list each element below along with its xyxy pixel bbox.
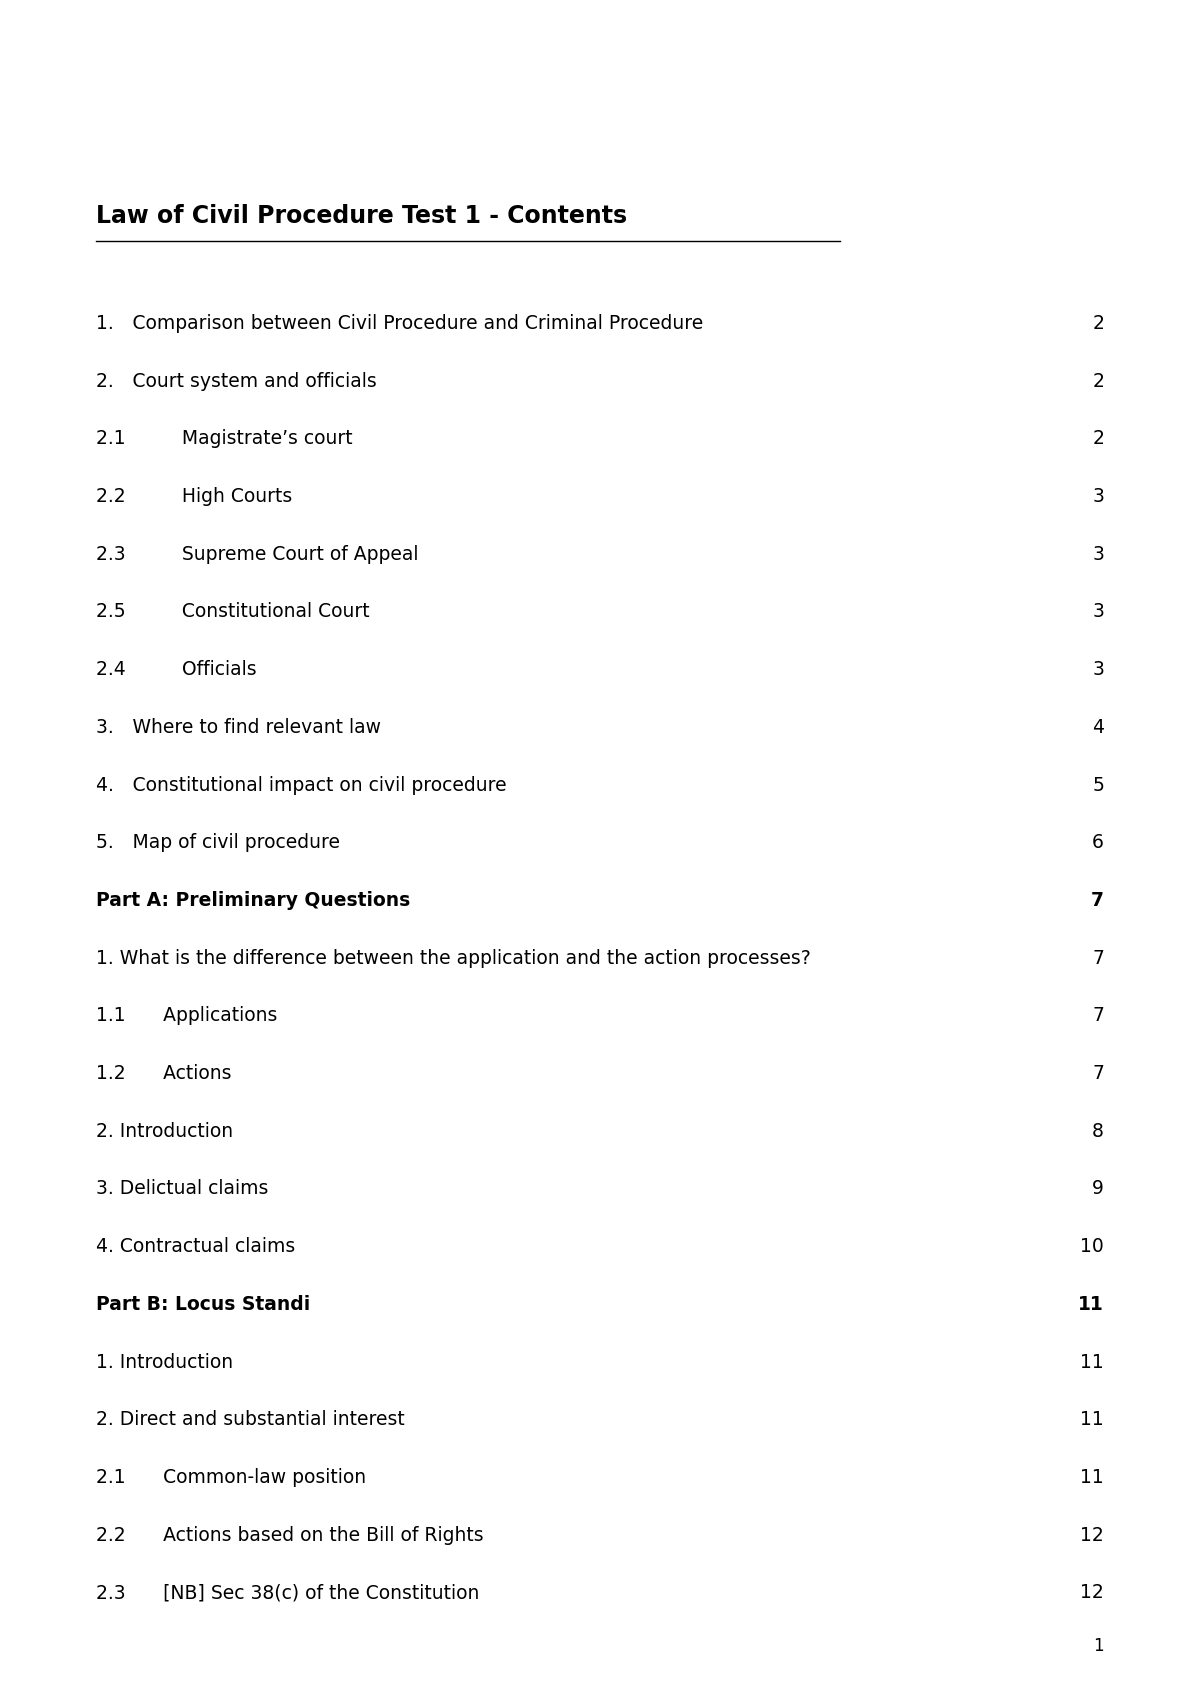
Text: 7: 7 [1091,891,1104,910]
Text: 3. Delictual claims: 3. Delictual claims [96,1179,269,1198]
Text: 2.2   High Courts: 2.2 High Courts [96,487,293,506]
Text: 11: 11 [1079,1295,1104,1313]
Text: 5. Map of civil procedure: 5. Map of civil procedure [96,833,340,852]
Text: 6: 6 [1092,833,1104,852]
Text: 1.1  Applications: 1.1 Applications [96,1006,277,1025]
Text: 3: 3 [1092,545,1104,563]
Text: 4. Contractual claims: 4. Contractual claims [96,1237,295,1256]
Text: 2. Direct and substantial interest: 2. Direct and substantial interest [96,1410,404,1429]
Text: 7: 7 [1092,949,1104,967]
Text: 2.2  Actions based on the Bill of Rights: 2.2 Actions based on the Bill of Rights [96,1526,484,1544]
Text: 5: 5 [1092,776,1104,794]
Text: 2: 2 [1092,314,1104,333]
Text: 7: 7 [1092,1064,1104,1083]
Text: 11: 11 [1080,1353,1104,1371]
Text: 2.3   Supreme Court of Appeal: 2.3 Supreme Court of Appeal [96,545,419,563]
Text: 1. Comparison between Civil Procedure and Criminal Procedure: 1. Comparison between Civil Procedure an… [96,314,703,333]
Text: 3. Where to find relevant law: 3. Where to find relevant law [96,718,382,736]
Text: 2.4   Officials: 2.4 Officials [96,660,257,679]
Text: 2.5   Constitutional Court: 2.5 Constitutional Court [96,602,370,621]
Text: Law of Civil Procedure Test 1 - Contents: Law of Civil Procedure Test 1 - Contents [96,204,628,227]
Text: 9: 9 [1092,1179,1104,1198]
Text: 3: 3 [1092,487,1104,506]
Text: 4: 4 [1092,718,1104,736]
Text: 2. Court system and officials: 2. Court system and officials [96,372,377,390]
Text: 2: 2 [1092,372,1104,390]
Text: 2. Introduction: 2. Introduction [96,1122,233,1140]
Text: 1. What is the difference between the application and the action processes?: 1. What is the difference between the ap… [96,949,811,967]
Text: Part B: Locus Standi: Part B: Locus Standi [96,1295,311,1313]
Text: 12: 12 [1080,1583,1104,1602]
Text: 1: 1 [1093,1636,1104,1655]
Text: 3: 3 [1092,602,1104,621]
Text: 7: 7 [1092,1006,1104,1025]
Text: 10: 10 [1080,1237,1104,1256]
Text: 2.1   Magistrate’s court: 2.1 Magistrate’s court [96,429,353,448]
Text: 2.1  Common-law position: 2.1 Common-law position [96,1468,366,1487]
Text: 11: 11 [1080,1410,1104,1429]
Text: 4. Constitutional impact on civil procedure: 4. Constitutional impact on civil proced… [96,776,506,794]
Text: 12: 12 [1080,1526,1104,1544]
Text: 8: 8 [1092,1122,1104,1140]
Text: 11: 11 [1080,1468,1104,1487]
Text: 2: 2 [1092,429,1104,448]
Text: 2.3  [NB] Sec 38(c) of the Constitution: 2.3 [NB] Sec 38(c) of the Constitution [96,1583,479,1602]
Text: 1.2  Actions: 1.2 Actions [96,1064,232,1083]
Text: 3: 3 [1092,660,1104,679]
Text: Part A: Preliminary Questions: Part A: Preliminary Questions [96,891,410,910]
Text: 1. Introduction: 1. Introduction [96,1353,233,1371]
